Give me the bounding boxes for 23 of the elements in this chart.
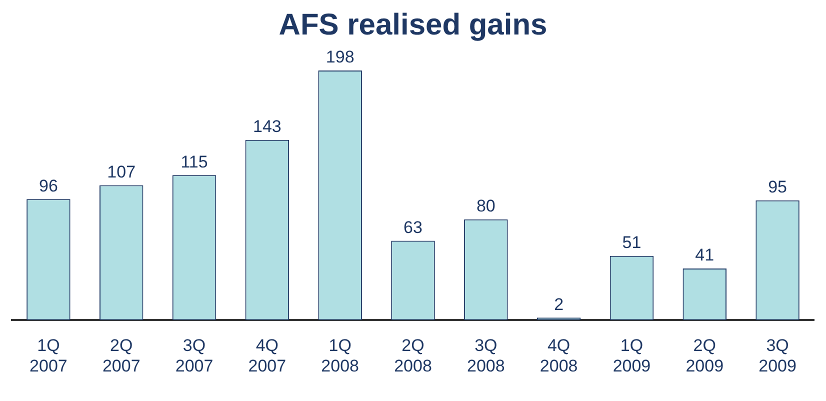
x-tick-label: 1Q 2008 [321,336,360,376]
data-label: 95 [768,178,788,197]
x-tick-label: 1Q 2007 [30,336,68,376]
data-label: 143 [252,117,282,136]
x-tick-label: 3Q 2007 [175,336,214,376]
data-label: 115 [180,152,208,172]
data-label: 41 [695,246,714,265]
x-tick-label: 4Q 2008 [540,336,578,376]
x-tick-label: 2Q 2008 [394,336,432,376]
data-label: 96 [38,176,58,196]
x-tick-label: 2Q 2009 [686,336,724,376]
x-tick-label: 3Q 2008 [466,336,505,376]
x-tick-label: 1Q 2009 [612,336,651,376]
x-tick-label: 2Q 2007 [102,336,140,376]
chart-title: AFS realised gains [278,8,548,42]
x-tick-label: 3Q 2009 [758,336,796,376]
data-label: 107 [107,162,136,182]
x-tick-label: 4Q 2007 [248,336,286,376]
data-label: 51 [622,233,642,252]
data-label: 63 [404,218,422,237]
data-label: 80 [476,196,496,216]
data-label: 198 [326,48,354,67]
data-label: 2 [554,294,564,314]
